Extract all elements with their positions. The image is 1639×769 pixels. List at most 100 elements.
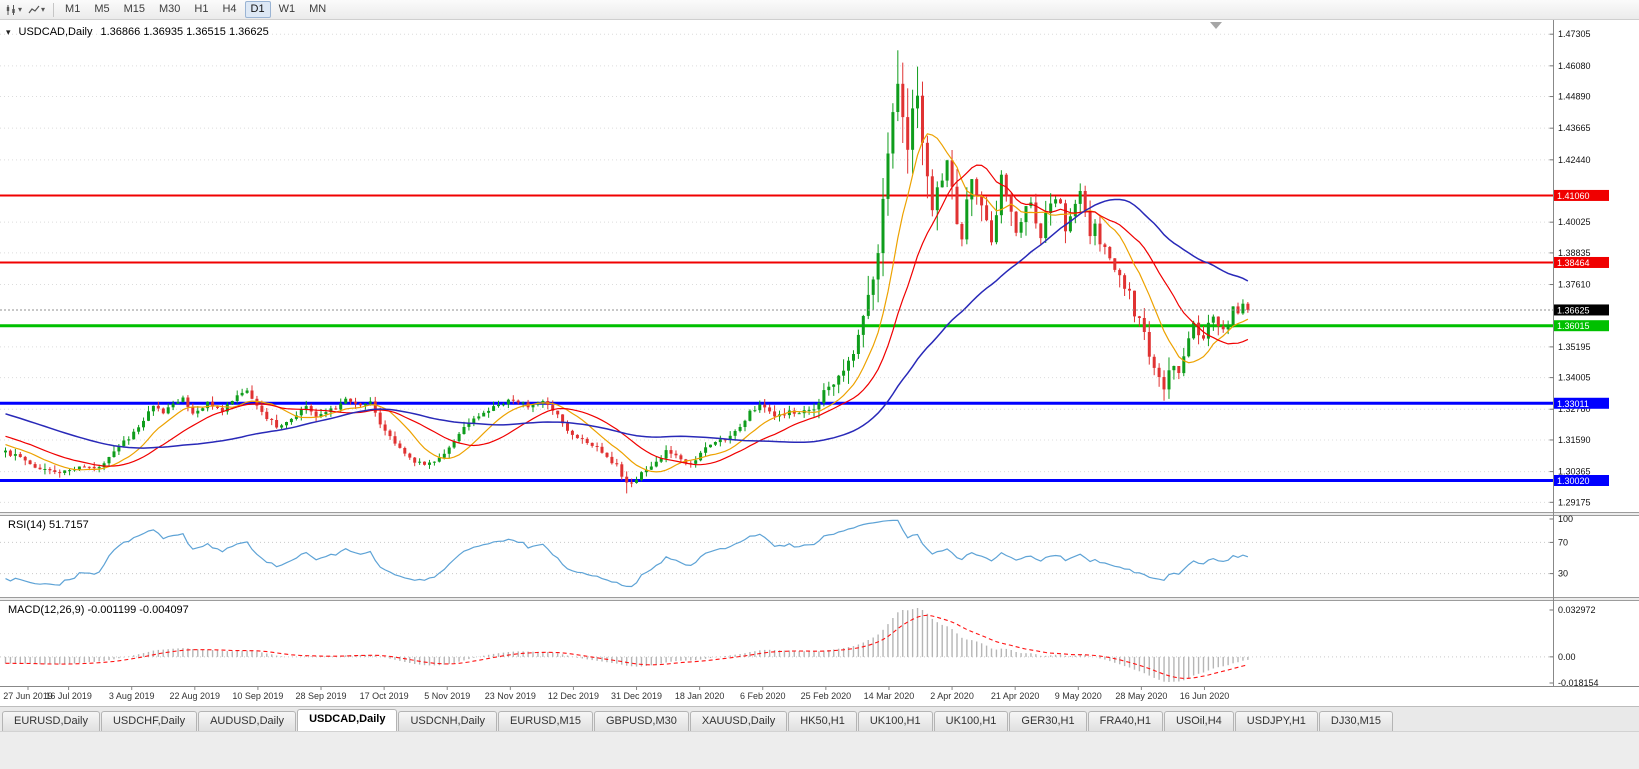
chart-tab-usoil-h4[interactable]: USOil,H4	[1163, 711, 1234, 731]
date-label: 23 Nov 2019	[485, 691, 536, 701]
date-label: 21 Apr 2020	[991, 691, 1040, 701]
chart-tab-audusd-daily[interactable]: AUDUSD,Daily	[198, 711, 297, 731]
price-level-tag: 1.30020	[1554, 474, 1609, 486]
price-tick-label: 1.30365	[1558, 467, 1591, 477]
date-label: 12 Dec 2019	[548, 691, 599, 701]
price-tick-label: 1.44890	[1558, 92, 1591, 102]
ma-mid-line	[5, 164, 1249, 467]
rsi-indicator-label: RSI(14) 51.7157	[8, 519, 89, 531]
svg-text:1.30020: 1.30020	[1557, 476, 1590, 486]
candlestick-chart-icon	[6, 4, 15, 15]
macd-indicator-label: MACD(12,26,9) -0.001199 -0.004097	[8, 604, 189, 616]
date-label: 10 Sep 2019	[232, 691, 283, 701]
period-button-m30[interactable]: M30	[159, 3, 181, 15]
date-label: 18 Jan 2020	[675, 691, 725, 701]
svg-text:1.36625: 1.36625	[1557, 305, 1590, 315]
svg-text:1.41060: 1.41060	[1557, 191, 1590, 201]
chart-ohlc-values: 1.36866 1.36935 1.36515 1.36625	[100, 26, 269, 38]
pane-splitter	[0, 597, 1639, 601]
chart-tab-dj30-m15[interactable]: DJ30,M15	[1318, 711, 1394, 731]
ma-slow-layer	[5, 198, 1249, 449]
price-level-tag: 1.36015	[1554, 320, 1609, 332]
chart-tab-eurusd-m15[interactable]: EURUSD,M15	[498, 711, 593, 731]
period-button-h4[interactable]: H4	[222, 3, 237, 15]
price-tick-label: 1.32780	[1558, 404, 1591, 414]
period-button-h1[interactable]: H1	[194, 3, 209, 15]
period-button-m5[interactable]: M5	[94, 3, 110, 15]
period-button-w1[interactable]: W1	[278, 3, 296, 15]
price-tick-label: 1.35195	[1558, 342, 1591, 352]
price-tick-label: 1.34005	[1558, 373, 1591, 383]
period-button-m15[interactable]: M15	[123, 3, 145, 15]
chart-window: 100 70 30 0.032972 0.00 -0.018154 1.47305 1.460…	[0, 20, 1639, 706]
date-label: 16 Jun 2020	[1180, 691, 1230, 701]
chart-tab-usdjpy-h1[interactable]: USDJPY,H1	[1234, 711, 1318, 731]
svg-text:1.36015: 1.36015	[1557, 321, 1590, 331]
price-tick-label: 1.42440	[1558, 155, 1591, 165]
ma-fast-line	[5, 133, 1249, 473]
rsi-axis-label: 100	[1558, 514, 1573, 524]
date-label: 5 Nov 2019	[424, 691, 470, 701]
timeframes-toolbar: ▾ ▾ M1 M5 M15 M30 H1 H4 D1 W1 MN	[0, 0, 1639, 20]
svg-text:1.38464: 1.38464	[1557, 258, 1590, 268]
rsi-line	[5, 519, 1249, 588]
chart-header: ▾ USDCAD,Daily 1.36866 1.36935 1.36515 1…	[6, 26, 269, 38]
price-tick-label: 1.29175	[1558, 497, 1591, 507]
chart-tab-xauusd-daily[interactable]: XAUUSD,Daily	[689, 711, 788, 731]
chart-tab-uk100-h1[interactable]: UK100,H1	[933, 711, 1009, 731]
price-tick-label: 1.38835	[1558, 248, 1591, 258]
macd-axis-label: 0.032972	[1558, 605, 1596, 615]
date-label: 3 Aug 2019	[109, 691, 155, 701]
chart-tab-bar: EURUSD,Daily USDCHF,Daily AUDUSD,Daily USDC…	[0, 706, 1639, 731]
chart-menu-icon[interactable]: ▾	[6, 26, 11, 37]
macd-axis-label: -0.018154	[1558, 678, 1599, 688]
date-label: 14 Mar 2020	[864, 691, 915, 701]
price-axis[interactable]: 1.47305 1.46080 1.44890 1.43665 1.42440 1.400…	[1549, 20, 1610, 686]
rsi-axis-label: 70	[1558, 537, 1568, 547]
price-tick-label: 1.40025	[1558, 217, 1591, 227]
price-level-tag: 1.41060	[1554, 189, 1609, 201]
period-button-d1[interactable]: D1	[244, 1, 271, 18]
chart-tab-hk50-h1[interactable]: HK50,H1	[788, 711, 857, 731]
price-tick-label: 1.37610	[1558, 280, 1591, 290]
status-bar	[0, 731, 1639, 769]
chart-canvas[interactable]: 100 70 30 0.032972 0.00 -0.018154 1.47305 1.460…	[0, 20, 1639, 706]
period-button-mn[interactable]: MN	[309, 3, 327, 15]
date-label: 9 May 2020	[1055, 691, 1102, 701]
grid-layer	[0, 33, 1553, 503]
price-tick-label: 1.31590	[1558, 435, 1591, 445]
caret-down-icon: ▾	[18, 4, 23, 14]
ma-fast-layer	[5, 133, 1249, 473]
chart-tab-gbpusd-m30[interactable]: GBPUSD,M30	[593, 711, 689, 731]
pane-splitter	[0, 512, 1639, 516]
chart-tab-usdcnh-daily[interactable]: USDCNH,Daily	[398, 711, 498, 731]
chart-tab-uk100-h1[interactable]: UK100,H1	[857, 711, 933, 731]
chart-tab-usdchf-daily[interactable]: USDCHF,Daily	[100, 711, 198, 731]
chart-shift-marker	[1210, 22, 1222, 29]
chart-tab-ger30-h1[interactable]: GER30,H1	[1009, 711, 1087, 731]
date-label: 25 Feb 2020	[801, 691, 852, 701]
toolbar-separator	[53, 2, 55, 17]
ma-mid-layer	[5, 164, 1249, 467]
date-label: 28 Sep 2019	[295, 691, 346, 701]
zoom-menu-button[interactable]: ▾	[25, 1, 48, 18]
date-label: 28 May 2020	[1115, 691, 1167, 701]
date-label: 17 Oct 2019	[360, 691, 409, 701]
macd-signal-line	[5, 614, 1249, 679]
macd-pane: 0.032972 0.00 -0.018154	[0, 605, 1599, 688]
ma-slow-line	[5, 198, 1249, 449]
chart-symbol-period: USDCAD,Daily	[18, 26, 93, 38]
current-price-tag: 1.36625	[1554, 304, 1609, 316]
price-tick-label: 1.43665	[1558, 123, 1591, 133]
chart-tab-usdcad-daily[interactable]: USDCAD,Daily	[297, 709, 398, 731]
rsi-axis-label: 30	[1558, 569, 1568, 579]
chart-type-button[interactable]: ▾	[2, 1, 25, 18]
date-label: 27 Jun 2019	[3, 691, 53, 701]
period-button-m1[interactable]: M1	[65, 3, 81, 15]
date-label: 2 Apr 2020	[930, 691, 974, 701]
period-buttons-group: M1 M5 M15 M30 H1 H4 D1 W1 MN	[59, 1, 332, 18]
chart-tab-eurusd-daily[interactable]: EURUSD,Daily	[2, 711, 100, 731]
chart-tab-fra40-h1[interactable]: FRA40,H1	[1087, 711, 1163, 731]
date-label: 6 Feb 2020	[740, 691, 786, 701]
